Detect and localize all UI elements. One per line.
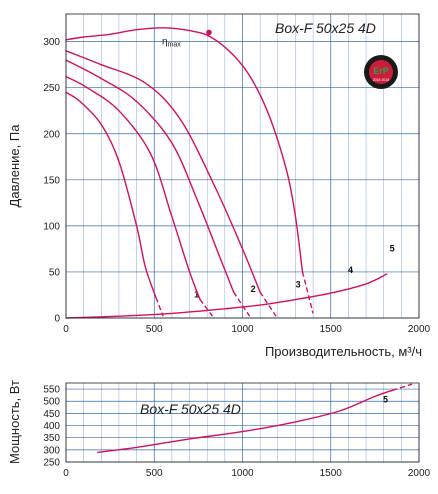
pressure-curve-label-2: 2 bbox=[251, 284, 256, 294]
pressure-chart: 1 2 3 4 5 0 500 1000 1500 2000 0 50 100 150 200 250 300… bbox=[7, 13, 431, 359]
erp-badge-icon: ErP 2015 2018 bbox=[364, 55, 398, 89]
pressure-y-tick-label: 0 bbox=[54, 314, 60, 325]
pressure-axes: 0 500 1000 1500 2000 0 50 100 150 200 250 300 bbox=[43, 13, 431, 335]
power-x-tick-label: 1500 bbox=[320, 468, 343, 479]
badge-inner-circle bbox=[369, 60, 393, 84]
power-y-tick-label: 350 bbox=[43, 433, 60, 444]
pressure-x-tick-label: 0 bbox=[63, 324, 69, 335]
pressure-y-tick-label: 50 bbox=[49, 267, 61, 278]
pressure-grid bbox=[65, 14, 420, 319]
pressure-y-tick-label: 250 bbox=[43, 83, 60, 94]
pressure-curve-label-1: 1 bbox=[194, 290, 199, 300]
pressure-x-tick-label: 1000 bbox=[231, 324, 254, 335]
pressure-curve-5 bbox=[65, 27, 304, 273]
eta-max-point bbox=[206, 29, 212, 36]
eta-symbol: ηmax bbox=[162, 36, 181, 48]
pressure-curves: 1 2 3 4 5 bbox=[65, 27, 395, 319]
pressure-curve-3 bbox=[65, 59, 235, 293]
pressure-curve-label-3: 3 bbox=[296, 280, 301, 290]
power-y-tick-label: 500 bbox=[43, 397, 60, 408]
power-curves: 5 bbox=[97, 383, 413, 453]
power-y-tick-label: 450 bbox=[43, 409, 60, 420]
pressure-y-tick-label: 100 bbox=[43, 221, 60, 232]
pressure-y-tick-label: 150 bbox=[43, 175, 60, 186]
pressure-curve-4 bbox=[65, 50, 261, 293]
pressure-system-curve bbox=[65, 273, 388, 319]
pressure-curve-label-5: 5 bbox=[390, 244, 395, 254]
power-x-tick-label: 0 bbox=[63, 468, 69, 479]
power-x-tick-label: 1000 bbox=[231, 468, 254, 479]
power-y-tick-label: 250 bbox=[43, 458, 60, 469]
power-axis-title: Мощность, Вт bbox=[7, 380, 22, 464]
badge-subtext: 2015 2018 bbox=[373, 78, 390, 82]
pressure-curve-1-extension bbox=[155, 297, 164, 317]
pressure-y-tick-label: 300 bbox=[43, 37, 60, 48]
power-x-tick-label: 2000 bbox=[408, 468, 431, 479]
flow-axis-title: Производительность, м³/ч bbox=[265, 344, 422, 359]
pressure-curve-2-extension bbox=[199, 299, 214, 317]
power-y-tick-label: 400 bbox=[43, 421, 60, 432]
pressure-chart-title: Box-F 50x25 4D bbox=[275, 20, 376, 36]
power-curve-label-5: 5 bbox=[383, 394, 388, 404]
pressure-x-tick-label: 1500 bbox=[320, 324, 343, 335]
badge-text: ErP bbox=[373, 66, 389, 76]
pressure-curve-4-extension bbox=[259, 291, 277, 317]
pressure-axis-title: Давление, Па bbox=[7, 124, 22, 208]
pressure-plot-frame bbox=[65, 13, 420, 319]
power-curve-5 bbox=[97, 389, 394, 453]
power-y-tick-label: 300 bbox=[43, 445, 60, 456]
power-x-tick-label: 500 bbox=[146, 468, 163, 479]
pressure-curve-3-extension bbox=[233, 291, 251, 317]
pressure-curve-2 bbox=[65, 75, 201, 301]
power-plot-frame bbox=[65, 382, 420, 463]
pressure-curve-label-4: 4 bbox=[348, 265, 353, 275]
eta-max-label: ηmax bbox=[162, 36, 181, 48]
power-curve-5-extension bbox=[392, 383, 413, 391]
power-chart-title: Box-F 50x25 4D bbox=[140, 401, 241, 417]
pressure-curve-5-extension bbox=[301, 271, 314, 314]
eta-subscript: max bbox=[168, 41, 182, 48]
power-y-tick-label: 550 bbox=[43, 385, 60, 396]
pressure-curve-1 bbox=[65, 91, 157, 299]
pressure-x-tick-label: 500 bbox=[146, 324, 163, 335]
power-chart: 5 0 500 1000 1500 2000250300350400450500550 … bbox=[7, 380, 431, 479]
pressure-x-tick-label: 2000 bbox=[408, 324, 431, 335]
pressure-y-tick-label: 200 bbox=[43, 129, 60, 140]
